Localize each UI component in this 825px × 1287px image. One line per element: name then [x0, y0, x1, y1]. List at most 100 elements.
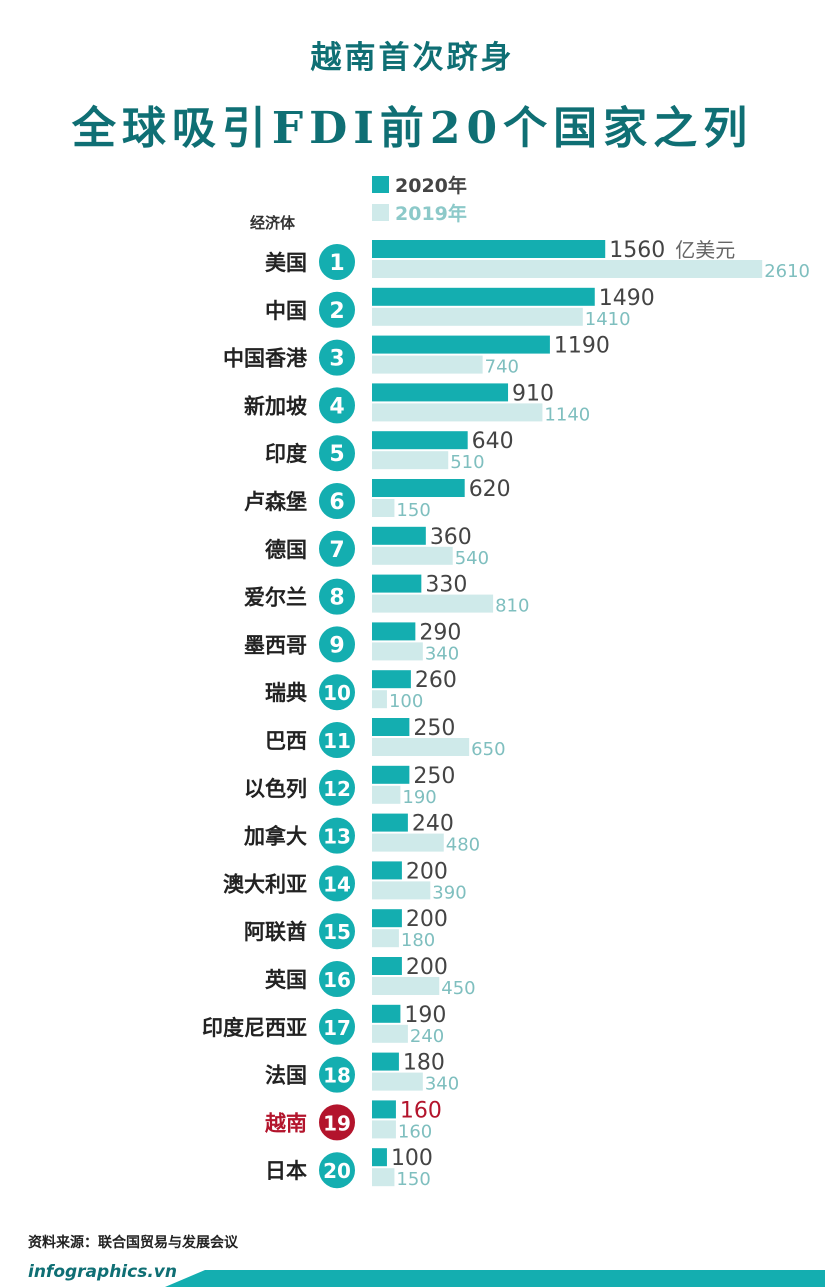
value-label-2019: 150 — [396, 1169, 430, 1190]
bar-2019 — [372, 403, 543, 422]
rank-number: 7 — [329, 538, 344, 563]
value-label-2020: 190 — [404, 1003, 446, 1028]
bar-2019 — [372, 977, 440, 995]
legend-item-2020: 2020年 — [372, 172, 467, 197]
rank-badge — [317, 624, 357, 665]
country-label: 日本 — [265, 1159, 307, 1183]
value-label-2020: 290 — [419, 620, 461, 645]
value-label-2020: 160 — [400, 1098, 442, 1123]
bar-2019 — [372, 833, 444, 852]
value-label-2019: 340 — [425, 643, 459, 664]
bar-2020 — [372, 909, 402, 928]
rank-badge — [317, 911, 357, 952]
bar-2020 — [372, 574, 422, 593]
bar-2019 — [372, 499, 395, 517]
country-label: 中国香港 — [223, 347, 308, 371]
rank-number: 9 — [329, 633, 344, 658]
rank-badge — [317, 720, 357, 760]
value-label-2020: 240 — [412, 812, 454, 837]
country-label: 巴西 — [265, 729, 307, 753]
country-label: 卢森堡 — [244, 490, 307, 514]
rank-badge — [317, 576, 357, 617]
legend-label-2020: 2020年 — [395, 174, 467, 197]
rank-badge — [317, 672, 357, 713]
bar-2020 — [372, 765, 410, 784]
rank-number: 20 — [323, 1159, 351, 1183]
bar-2019 — [372, 594, 494, 613]
bar-2020 — [372, 526, 426, 545]
value-label-2020: 330 — [425, 573, 467, 598]
rank-number: 4 — [329, 394, 344, 419]
bar-2020 — [372, 431, 468, 450]
rank-badge — [317, 337, 357, 378]
rank-badge — [317, 528, 357, 569]
bar-2020 — [372, 1100, 396, 1119]
rank-number: 3 — [329, 347, 344, 372]
legend-swatch-2020 — [372, 175, 389, 193]
country-label: 越南 — [264, 1111, 307, 1135]
value-label-2020: 1490 — [599, 286, 655, 311]
value-label-2019: 340 — [425, 1074, 459, 1095]
bar-2020 — [372, 622, 416, 641]
country-label: 瑞典 — [265, 681, 307, 705]
bar-2020 — [372, 861, 402, 880]
value-label-2020: 260 — [415, 668, 457, 693]
bar-2020 — [372, 718, 410, 736]
bar-2020 — [372, 479, 465, 497]
value-label-2020: 640 — [472, 429, 514, 454]
bar-2019 — [372, 260, 763, 278]
footer-band — [165, 1270, 825, 1287]
rank-badge — [317, 385, 357, 426]
bar-2020 — [372, 383, 509, 402]
value-label-2019: 510 — [450, 452, 484, 473]
value-label-2020: 200 — [406, 907, 448, 932]
unit-label: 亿美元 — [675, 238, 735, 262]
value-label-2019: 100 — [389, 691, 423, 712]
rank-badge — [317, 767, 357, 808]
country-label: 英国 — [265, 968, 307, 992]
column-header-economy: 经济体 — [250, 214, 296, 232]
value-label-2020: 360 — [430, 525, 472, 550]
bar-2019 — [372, 1168, 395, 1187]
value-label-2020: 200 — [406, 955, 448, 980]
country-label: 印度 — [265, 442, 307, 466]
value-label-2019: 2610 — [764, 261, 810, 282]
rank-badge — [317, 242, 357, 282]
rank-badge — [317, 1054, 357, 1095]
rank-badge — [317, 289, 357, 330]
value-label-2019: 160 — [398, 1121, 432, 1142]
bar-2019 — [372, 929, 399, 948]
bar-2019 — [372, 785, 401, 804]
value-label-2020: 180 — [403, 1051, 445, 1076]
rank-number: 10 — [323, 681, 351, 705]
legend-label-2019: 2019年 — [395, 202, 467, 225]
page-title-line1: 越南首次跻身 — [310, 40, 515, 76]
country-label: 以色列 — [244, 777, 307, 801]
rank-badge — [317, 863, 357, 904]
country-label: 美国 — [265, 251, 307, 275]
value-label-2020: 200 — [406, 859, 448, 884]
rank-badge — [317, 1102, 357, 1143]
rank-number: 17 — [323, 1016, 351, 1040]
value-label-2019: 1140 — [544, 404, 590, 425]
country-label: 印度尼西亚 — [202, 1016, 307, 1040]
rank-number: 8 — [329, 586, 344, 611]
bar-2019 — [372, 881, 431, 900]
bar-2019 — [372, 546, 453, 565]
country-label: 中国 — [265, 299, 307, 323]
legend-item-2019: 2019年 — [372, 200, 467, 225]
value-label-2019: 810 — [495, 596, 529, 617]
rank-number: 15 — [323, 920, 351, 944]
rank-number: 5 — [329, 442, 344, 467]
rank-number: 18 — [323, 1064, 351, 1088]
rank-badge — [317, 481, 357, 521]
value-label-2019: 1410 — [585, 309, 631, 330]
rank-badge — [317, 1150, 357, 1191]
country-label: 加拿大 — [243, 825, 307, 849]
value-label-2020: 250 — [413, 716, 455, 741]
value-label-2020: 250 — [413, 764, 455, 789]
rank-number: 1 — [329, 251, 344, 276]
bar-2020 — [372, 335, 550, 354]
value-label-2019: 450 — [441, 978, 475, 999]
